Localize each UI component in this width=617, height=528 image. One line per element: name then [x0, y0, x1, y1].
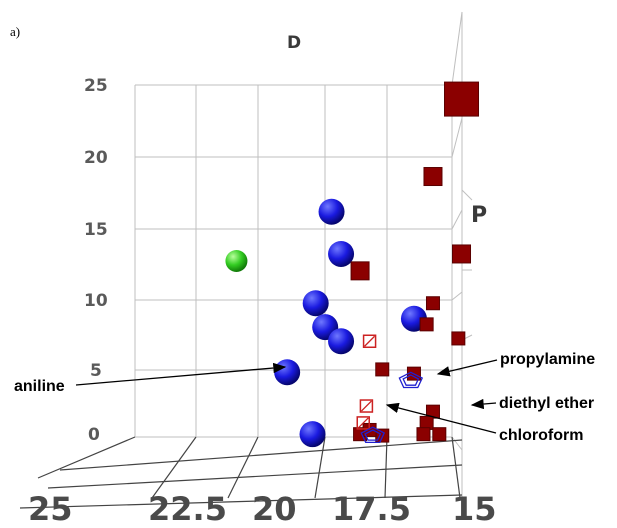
x-tick-label: 25 [28, 490, 73, 528]
data-point-blue-sphere [318, 198, 345, 225]
vertical-axis-title: D [287, 33, 301, 53]
data-point-hollow-red-cube [359, 399, 374, 413]
data-point-blue-sphere [328, 240, 355, 267]
data-point-hollow-red-cube [362, 334, 377, 349]
data-point-blue-sphere [299, 421, 326, 448]
data-points [225, 81, 480, 448]
panel-label: a) [10, 24, 20, 39]
data-point-hollow-blue-pentagon [360, 426, 386, 444]
data-point-dark-red-cube [452, 244, 472, 264]
data-point-hollow-blue-pentagon [398, 371, 424, 389]
depth-axis-title: P [471, 203, 487, 228]
y-tick-label: 5 [90, 361, 102, 381]
y-tick-label: 15 [84, 220, 108, 240]
data-point-dark-red-cube [451, 331, 466, 346]
y-tick-label: 20 [84, 148, 108, 168]
data-point-dark-red-cube [444, 81, 480, 117]
y-tick-label: 10 [84, 291, 108, 311]
data-point-blue-sphere [274, 359, 301, 386]
data-point-dark-red-cube [423, 167, 443, 187]
aniline-arrow [75, 362, 287, 386]
x-tick-labels: 25 22.5 20 17.5 15 [28, 490, 497, 528]
x-tick-label: 20 [252, 490, 297, 528]
data-point-dark-red-cube [419, 317, 434, 332]
data-point-dark-red-cube [416, 427, 431, 442]
chloroform-arrow [385, 402, 497, 434]
x-tick-label: 17.5 [332, 490, 411, 528]
y-tick-label: 0 [88, 425, 100, 445]
data-point-dark-red-cube [350, 261, 370, 281]
data-point-hollow-red-cube [356, 416, 370, 430]
data-point-dark-red-cube [425, 296, 440, 311]
propylamine-arrow [436, 359, 498, 377]
floor-grid [19, 436, 463, 509]
data-point-dark-red-cube [375, 362, 390, 377]
data-point-dark-red-cube [432, 427, 447, 442]
y-tick-label: 25 [84, 76, 108, 96]
annotation-label: chloroform [499, 427, 583, 444]
data-point-blue-sphere [302, 290, 329, 317]
diethyl-ether-arrow [470, 398, 497, 410]
annotation-label: diethyl ether [499, 395, 594, 412]
data-point-blue-sphere [328, 328, 355, 355]
annotations: aniline propylamine diethyl ether chloro… [14, 351, 595, 444]
annotation-label: aniline [14, 378, 65, 395]
data-point-green-sphere [225, 250, 248, 272]
x-tick-label: 22.5 [148, 490, 227, 528]
annotation-label: propylamine [500, 351, 595, 368]
y-tick-labels: 25 20 15 10 5 0 [84, 76, 108, 445]
back-wall-grid [134, 84, 453, 438]
x-tick-label: 15 [452, 490, 497, 528]
